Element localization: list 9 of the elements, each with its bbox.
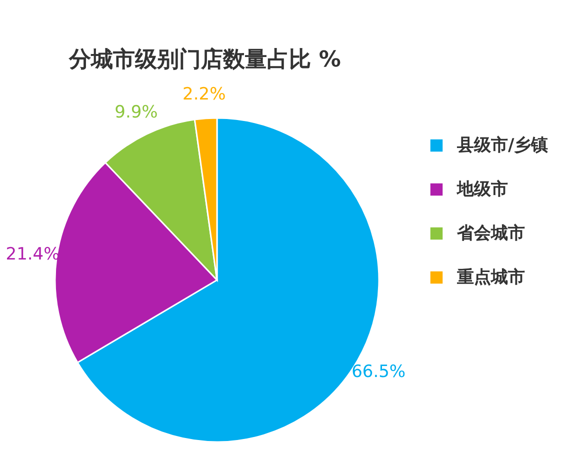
data-label: 21.4%: [6, 244, 60, 264]
legend-label: 省会城市: [456, 224, 525, 244]
legend-label: 重点城市: [456, 268, 525, 288]
data-label: 9.9%: [114, 102, 158, 122]
legend-label: 地级市: [456, 180, 508, 200]
data-label: 2.2%: [182, 84, 226, 104]
chart-title: 分城市级别门店数量占比 %: [68, 46, 341, 72]
data-label: 66.5%: [352, 362, 406, 382]
legend-label: 县级市/乡镇: [456, 136, 548, 156]
